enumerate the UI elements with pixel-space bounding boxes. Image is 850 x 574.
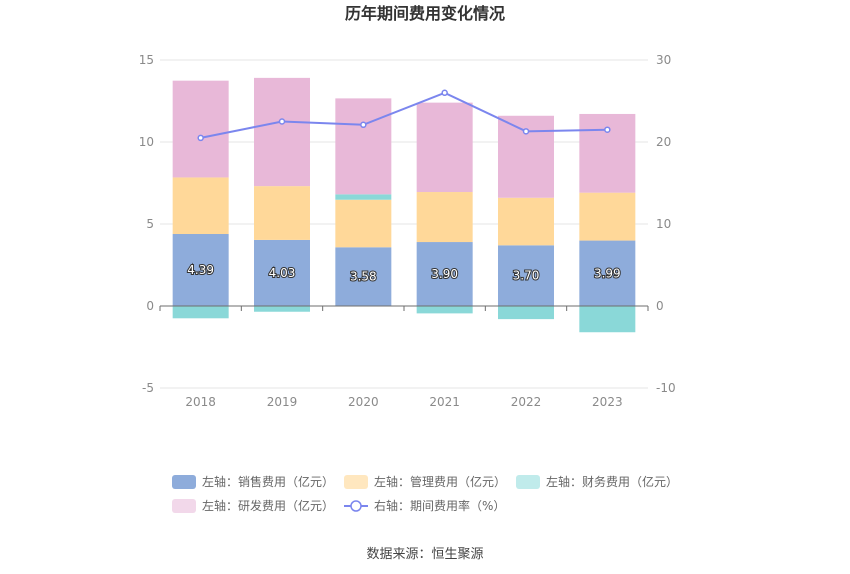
bar xyxy=(172,234,229,306)
bar xyxy=(498,197,554,246)
left-tick-label: 5 xyxy=(146,217,154,231)
legend-label: 左轴：销售费用（亿元） xyxy=(202,474,334,489)
x-tick-label: 2023 xyxy=(592,395,623,409)
right-tick-label: 10 xyxy=(656,217,671,231)
rate-line xyxy=(200,91,608,139)
bar-labels: 4.39 4.03 3.58 3.90 3.70 3.99 xyxy=(186,262,621,285)
gridlines xyxy=(160,59,648,389)
rate-point xyxy=(604,126,611,133)
bar xyxy=(498,115,554,198)
rate-point xyxy=(522,128,530,135)
left-tick-label: 0 xyxy=(146,299,154,313)
bar xyxy=(416,192,473,243)
x-axis-ticks: 2018 2019 2020 2021 2022 2023 xyxy=(185,395,622,409)
bar-value-label: 3.70 xyxy=(513,269,540,283)
x-tick-label: 2018 xyxy=(185,395,216,409)
bar xyxy=(335,247,392,306)
bar xyxy=(579,192,636,241)
right-tick-label: 0 xyxy=(656,299,664,313)
right-tick-label: 20 xyxy=(656,135,671,149)
bar xyxy=(498,306,554,320)
bar-series xyxy=(172,77,636,333)
bar-value-label: 3.58 xyxy=(350,270,377,284)
legend-label: 左轴：财务费用（亿元） xyxy=(546,474,678,489)
zero-axis xyxy=(159,305,649,311)
bar xyxy=(498,245,554,306)
bar-value-label: 4.03 xyxy=(269,266,296,280)
rate-point xyxy=(197,134,204,142)
rate-point xyxy=(278,118,286,125)
right-axis-ticks: -10 0 10 20 30 xyxy=(656,53,676,395)
chart-title: 历年期间费用变化情况 xyxy=(345,4,505,23)
x-tick-label: 2019 xyxy=(267,395,298,409)
legend-line-marker xyxy=(350,500,362,512)
legend: 左轴：销售费用（亿元） 左轴：管理费用（亿元） 左轴：财务费用（亿元） 左轴：研发费用… xyxy=(172,474,678,513)
bar-value-label: 4.39 xyxy=(187,263,214,277)
bar xyxy=(579,306,636,333)
bar xyxy=(416,306,473,314)
left-tick-label: 15 xyxy=(139,53,154,67)
left-axis-ticks: -5 0 5 10 15 xyxy=(139,53,154,395)
bar xyxy=(335,194,392,200)
legend-swatch xyxy=(516,475,540,489)
bar xyxy=(254,306,310,312)
x-tick-label: 2022 xyxy=(511,395,542,409)
bar xyxy=(172,80,229,178)
rate-point xyxy=(360,121,367,129)
bar xyxy=(335,199,392,248)
legend-label: 右轴：期间费用率（%） xyxy=(374,498,505,513)
bar xyxy=(172,177,229,235)
left-tick-label: 10 xyxy=(139,135,154,149)
x-tick-label: 2021 xyxy=(429,395,460,409)
bar xyxy=(254,77,310,187)
right-tick-label: 30 xyxy=(656,53,671,67)
bar xyxy=(416,242,473,306)
right-tick-label: -10 xyxy=(656,381,676,395)
legend-swatch xyxy=(344,475,368,489)
data-source: 数据来源：恒生聚源 xyxy=(366,547,483,562)
bar xyxy=(254,186,310,240)
legend-swatch xyxy=(172,475,196,489)
legend-swatch xyxy=(172,499,196,513)
rate-line-series xyxy=(197,89,611,142)
bar xyxy=(172,306,229,319)
x-tick-label: 2020 xyxy=(348,395,379,409)
left-tick-label: -5 xyxy=(142,381,154,395)
bar xyxy=(579,240,636,306)
legend-label: 左轴：研发费用（亿元） xyxy=(202,498,334,513)
bar-value-label: 3.99 xyxy=(594,266,621,280)
bar xyxy=(579,113,636,193)
bar-value-label: 3.90 xyxy=(431,267,458,281)
rate-point xyxy=(441,89,448,97)
bar xyxy=(416,102,473,193)
bar xyxy=(254,239,310,306)
bar xyxy=(335,98,392,195)
legend-label: 左轴：管理费用（亿元） xyxy=(374,474,506,489)
